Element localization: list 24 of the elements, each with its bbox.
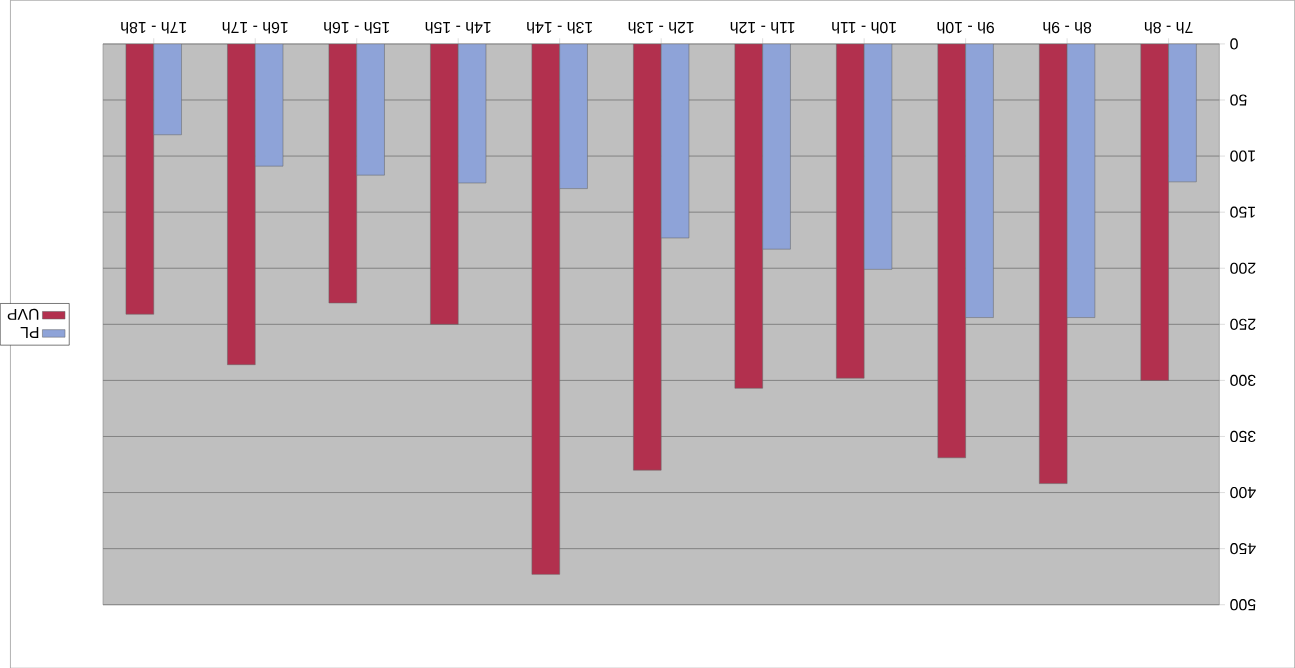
- y-tick-label: 400: [1230, 486, 1256, 498]
- x-tick-label: 11h - 12h: [730, 21, 795, 34]
- y-tick-label: 350: [1230, 430, 1256, 442]
- x-tick-label: 14h - 15h: [425, 21, 491, 34]
- x-tick-label: 13h - 14h: [527, 21, 593, 34]
- x-tick-label: 16h - 17h: [222, 21, 288, 34]
- y-tick-label: 250: [1230, 318, 1256, 330]
- x-tick-label: 9h - 10h: [937, 21, 994, 34]
- y-tick-label: 500: [1230, 598, 1256, 611]
- x-tick-label: 7h - 8h: [1144, 21, 1193, 34]
- x-tick-label: 12h - 13h: [628, 21, 694, 34]
- y-tick-label: 0: [1230, 38, 1238, 50]
- y-tick-label: 450: [1230, 542, 1256, 555]
- x-tick-label: 10h - 11h: [832, 21, 896, 34]
- x-tick-label: 17h - 18h: [121, 21, 187, 34]
- y-tick-label: 150: [1230, 206, 1255, 218]
- legend-label: UVP: [7, 308, 39, 320]
- x-tick-label: 8h - 9h: [1043, 21, 1092, 34]
- x-tick-label: 15h - 16h: [324, 21, 390, 34]
- y-tick-label: 50: [1230, 94, 1247, 106]
- y-tick-label: 300: [1230, 374, 1256, 386]
- y-tick-label: 100: [1230, 150, 1255, 162]
- legend-label: PL: [20, 326, 39, 338]
- y-tick-label: 200: [1230, 262, 1256, 274]
